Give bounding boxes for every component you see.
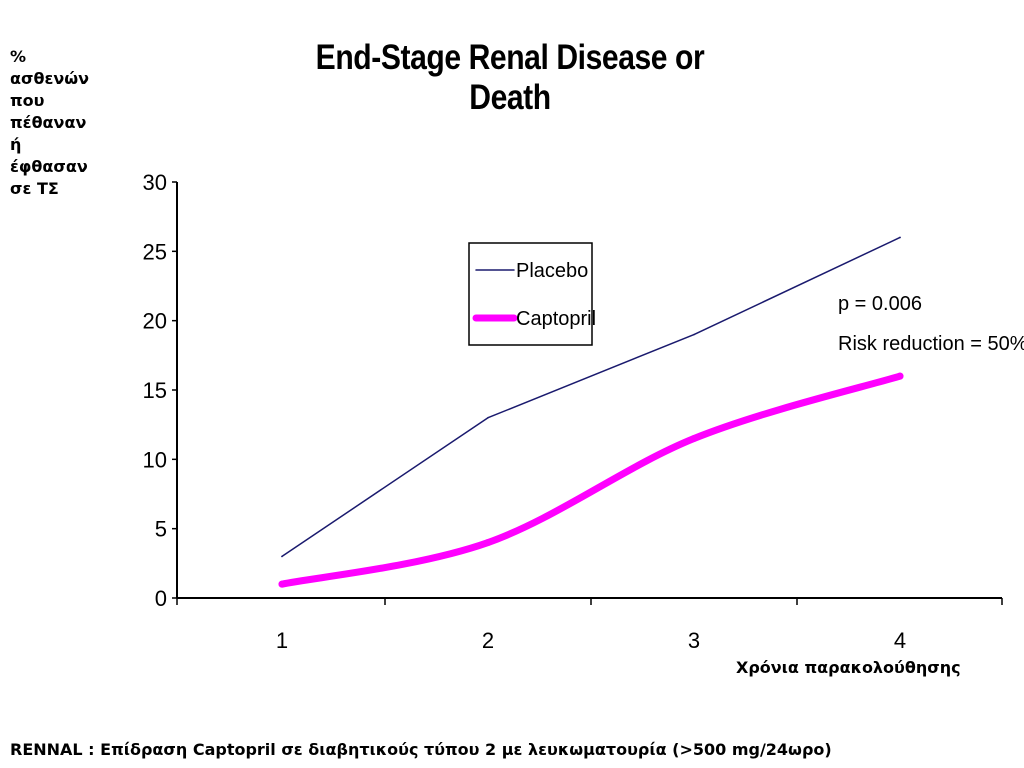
data-point-captopril xyxy=(278,580,286,588)
series-line-placebo xyxy=(281,236,901,558)
chart-title: End-Stage Renal Disease or Death xyxy=(315,38,705,117)
y-tick-label: 5 xyxy=(155,517,167,542)
y-axis-label-line-6: έφθασαν xyxy=(10,157,88,176)
legend-label-captopril: Captopril xyxy=(516,308,596,330)
legend-box xyxy=(468,242,593,346)
y-axis-label-line-7: σε ΤΣ xyxy=(10,179,59,198)
x-tick-label: 4 xyxy=(894,628,906,653)
chart-axes: 0 5 10 15 20 25 30 1 2 3 4 xyxy=(143,170,1003,653)
y-tick-label: 30 xyxy=(143,170,167,195)
y-axis-label: % ασθενών που πέθαναν ή έφθασαν σε ΤΣ xyxy=(10,46,110,200)
annotation-risk-reduction: Risk reduction = 50% xyxy=(838,333,1024,355)
data-point-placebo xyxy=(281,555,283,558)
x-tick-label: 3 xyxy=(688,628,700,653)
data-point-placebo xyxy=(487,416,489,419)
chart-series xyxy=(278,236,904,588)
y-tick-label: 10 xyxy=(143,447,167,472)
y-axis-label-line-4: πέθαναν xyxy=(10,113,87,132)
y-axis-label-line-3: που xyxy=(10,91,45,110)
x-tick-label: 1 xyxy=(276,628,288,653)
chart-annotations: p = 0.006 Risk reduction = 50% xyxy=(838,293,1024,355)
y-tick-label: 20 xyxy=(143,309,167,334)
y-tick-label: 25 xyxy=(143,239,167,264)
legend-label-placebo: Placebo xyxy=(516,260,588,282)
series-line-captopril xyxy=(278,372,904,588)
data-point-placebo xyxy=(693,333,695,336)
data-point-captopril xyxy=(484,539,492,547)
y-axis-label-line-2: ασθενών xyxy=(10,69,90,88)
caption: RENNAL : Επίδραση Captopril σε διαβητικο… xyxy=(10,740,832,759)
y-axis-label-line-5: ή xyxy=(10,135,22,154)
data-point-captopril xyxy=(690,435,698,443)
data-point-captopril xyxy=(896,372,904,380)
y-tick-label: 0 xyxy=(155,586,167,611)
y-axis-label-line-1: % xyxy=(10,47,27,66)
annotation-p-value: p = 0.006 xyxy=(838,293,922,315)
x-axis-label: Χρόνια παρακολούθησης xyxy=(736,658,961,677)
x-tick-label: 2 xyxy=(482,628,494,653)
y-tick-label: 15 xyxy=(143,378,167,403)
chart-legend: Placebo Captopril xyxy=(468,242,596,346)
data-point-placebo xyxy=(899,236,901,239)
